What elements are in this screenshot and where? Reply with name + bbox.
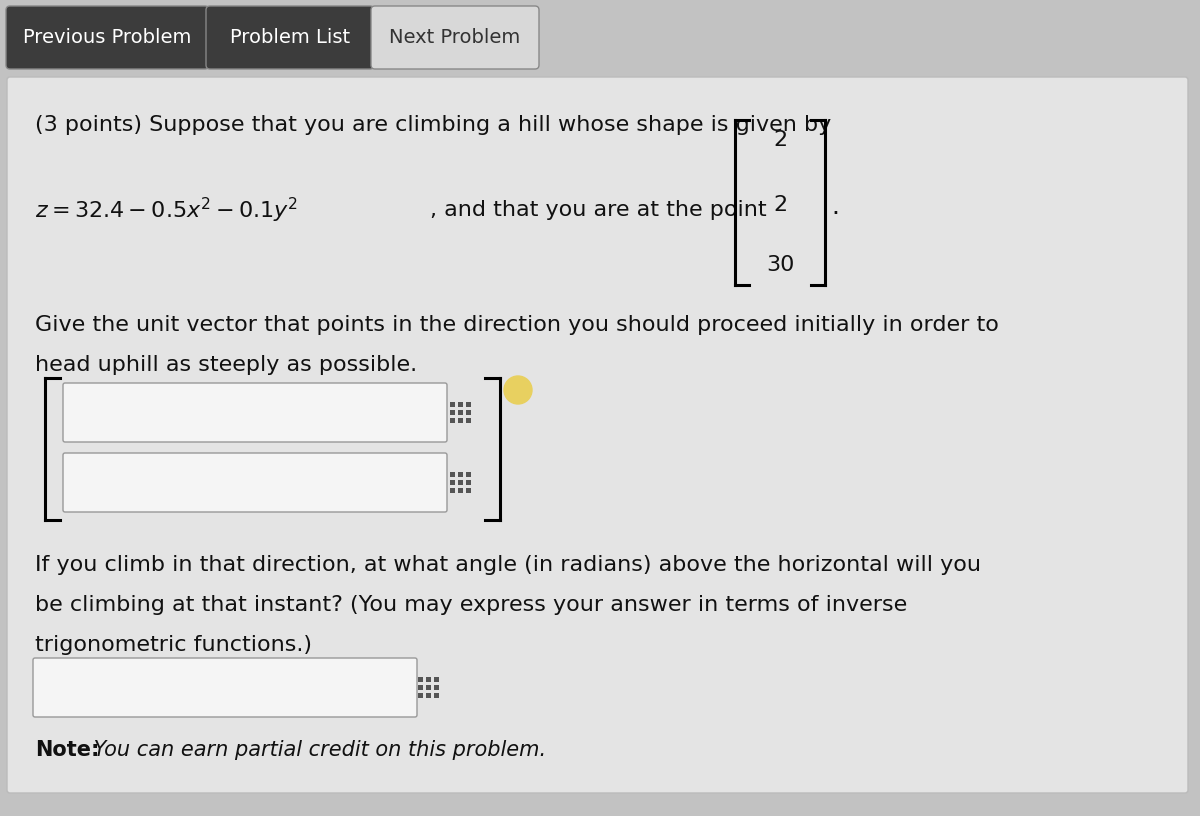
- Bar: [466, 401, 470, 406]
- Text: , and that you are at the point: , and that you are at the point: [430, 200, 767, 220]
- Text: You can earn partial credit on this problem.: You can earn partial credit on this prob…: [88, 740, 546, 760]
- Bar: [426, 693, 431, 698]
- Bar: [450, 410, 455, 415]
- Text: be climbing at that instant? (You may express your answer in terms of inverse: be climbing at that instant? (You may ex…: [35, 595, 907, 615]
- Bar: [457, 487, 462, 493]
- Bar: [450, 418, 455, 423]
- FancyBboxPatch shape: [371, 6, 539, 69]
- Bar: [466, 410, 470, 415]
- Bar: [457, 472, 462, 477]
- Text: Previous Problem: Previous Problem: [23, 28, 192, 47]
- FancyBboxPatch shape: [206, 6, 374, 69]
- FancyBboxPatch shape: [64, 453, 446, 512]
- Text: (3 points) Suppose that you are climbing a hill whose shape is given by: (3 points) Suppose that you are climbing…: [35, 115, 832, 135]
- Text: head uphill as steeply as possible.: head uphill as steeply as possible.: [35, 355, 418, 375]
- Bar: [418, 685, 422, 690]
- Text: 2: 2: [773, 195, 787, 215]
- Text: Next Problem: Next Problem: [389, 28, 521, 47]
- Text: Problem List: Problem List: [230, 28, 350, 47]
- Bar: [457, 410, 462, 415]
- Bar: [433, 693, 438, 698]
- Bar: [450, 472, 455, 477]
- Bar: [466, 487, 470, 493]
- Text: 2: 2: [773, 130, 787, 150]
- Bar: [457, 480, 462, 485]
- Bar: [433, 685, 438, 690]
- Text: If you climb in that direction, at what angle (in radians) above the horizontal : If you climb in that direction, at what …: [35, 555, 982, 575]
- Bar: [466, 472, 470, 477]
- Text: .: .: [830, 195, 839, 219]
- Bar: [426, 685, 431, 690]
- Bar: [450, 480, 455, 485]
- Bar: [466, 480, 470, 485]
- Text: $z = 32.4 - 0.5x^2 - 0.1y^2$: $z = 32.4 - 0.5x^2 - 0.1y^2$: [35, 195, 298, 224]
- Text: Note:: Note:: [35, 740, 100, 760]
- FancyBboxPatch shape: [6, 6, 209, 69]
- Bar: [426, 676, 431, 681]
- Text: 30: 30: [766, 255, 794, 275]
- Text: Give the unit vector that points in the direction you should proceed initially i: Give the unit vector that points in the …: [35, 315, 998, 335]
- FancyBboxPatch shape: [64, 383, 446, 442]
- Bar: [457, 418, 462, 423]
- Bar: [466, 418, 470, 423]
- Text: trigonometric functions.): trigonometric functions.): [35, 635, 312, 655]
- FancyBboxPatch shape: [34, 658, 418, 717]
- Bar: [433, 676, 438, 681]
- Bar: [418, 676, 422, 681]
- Bar: [418, 693, 422, 698]
- Circle shape: [504, 376, 532, 404]
- Bar: [450, 487, 455, 493]
- Bar: [450, 401, 455, 406]
- FancyBboxPatch shape: [7, 77, 1188, 793]
- Bar: [457, 401, 462, 406]
